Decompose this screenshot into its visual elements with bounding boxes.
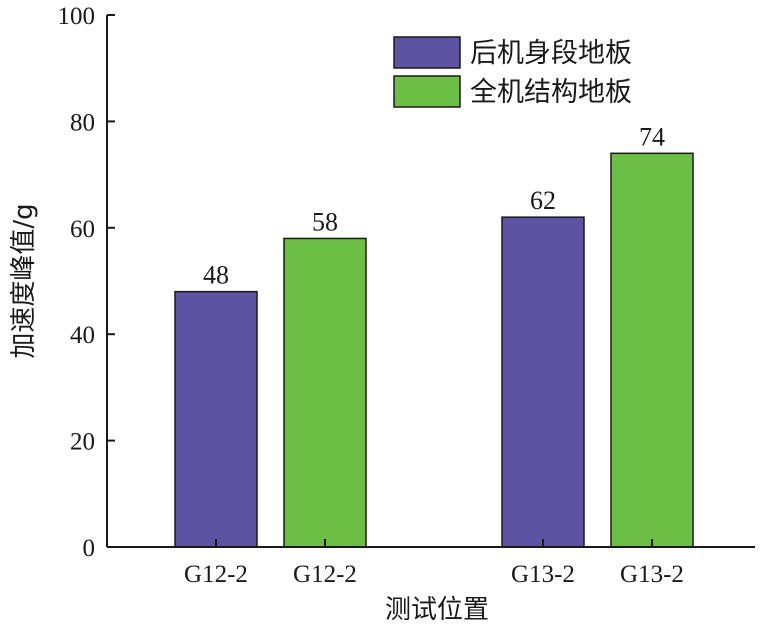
- y-tick-label: 40: [70, 322, 95, 349]
- bar: [610, 152, 694, 548]
- x-axis-tick-labels: G12-2 G12-2 G13-2 G13-2: [184, 539, 684, 588]
- legend: 后机身段地板 全机结构地板: [393, 36, 632, 108]
- bar: [283, 237, 367, 548]
- bar: [174, 290, 258, 548]
- legend-label-series-2: 全机结构地板: [470, 77, 632, 108]
- y-tick-label: 80: [70, 109, 95, 136]
- bar-value-label: 62: [530, 186, 556, 215]
- x-tick-label: G12-2: [293, 561, 357, 588]
- bar: [501, 216, 585, 548]
- y-tick-label: 20: [70, 429, 95, 456]
- y-axis-ticks: 0 20 40 60 80 100: [58, 3, 115, 562]
- bars: [174, 152, 694, 548]
- x-axis-title: 测试位置: [385, 595, 489, 625]
- bar-value-label: 48: [203, 261, 229, 290]
- y-tick-label: 100: [58, 3, 96, 30]
- x-tick-label: G13-2: [511, 561, 575, 588]
- legend-swatch-series-1: [393, 36, 461, 69]
- legend-label-series-1: 后机身段地板: [470, 38, 632, 69]
- y-axis-title: 加速度峰值/g: [9, 203, 39, 358]
- x-tick-label: G12-2: [184, 561, 248, 588]
- bar-value-label: 74: [639, 122, 665, 151]
- y-tick-label: 0: [83, 535, 96, 562]
- legend-swatch-series-2: [393, 75, 461, 108]
- y-tick-label: 60: [70, 216, 95, 243]
- data-labels: 48 58 62 74: [203, 122, 665, 289]
- bar-value-label: 58: [312, 207, 338, 236]
- x-tick-label: G13-2: [620, 561, 684, 588]
